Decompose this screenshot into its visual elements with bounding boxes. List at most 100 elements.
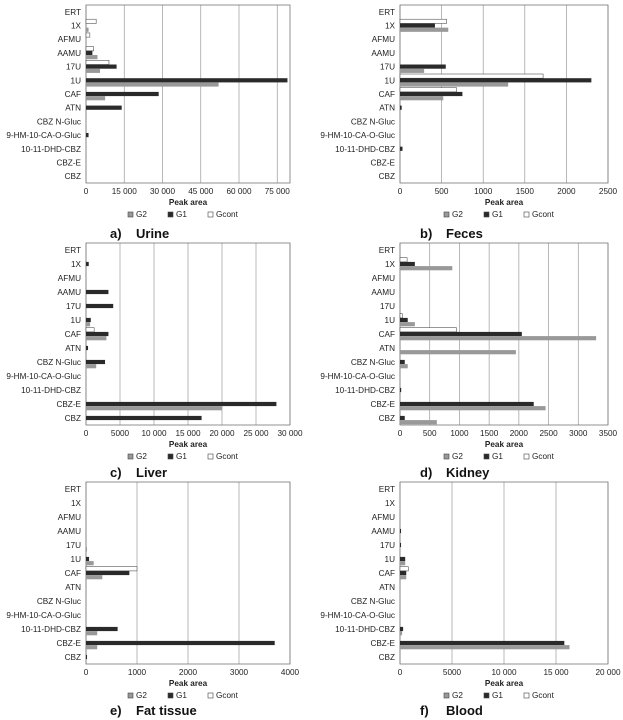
category-label: 17U <box>66 302 81 311</box>
category-label: ERT <box>65 246 81 255</box>
category-label: CAF <box>65 569 81 578</box>
category-label: AAMU <box>371 288 395 297</box>
caption-title: Blood <box>446 703 483 718</box>
category-label: 1U <box>71 76 82 85</box>
category-label: 17U <box>66 541 81 550</box>
caption-title: Feces <box>446 226 483 241</box>
category-label: AAMU <box>57 288 81 297</box>
legend-swatch-g2 <box>443 211 450 218</box>
bar-g1 <box>400 105 402 110</box>
tick-label: 500 <box>423 429 437 438</box>
legend-label-g2: G2 <box>136 691 147 700</box>
caption-title: Fat tissue <box>136 703 197 718</box>
bar-g1 <box>400 317 408 323</box>
bar-g1 <box>86 50 93 56</box>
tick-label: 1000 <box>474 187 493 196</box>
category-label: 1X <box>385 22 396 31</box>
bar-g1 <box>86 359 106 365</box>
category-label: CBZ <box>379 653 395 662</box>
tick-label: 10 000 <box>141 429 166 438</box>
legend-label-gcont: Gcont <box>216 210 239 219</box>
legend-swatch-gcont <box>523 211 530 218</box>
category-label: CBZ N-Gluc <box>37 597 81 606</box>
category-label: CAF <box>65 330 81 339</box>
bar-g1 <box>86 289 109 295</box>
tick-label: 1500 <box>516 187 535 196</box>
legend-swatch-g2 <box>127 211 134 218</box>
tick-label: 30 000 <box>277 429 302 438</box>
category-label: 1U <box>385 76 396 85</box>
bar-g2 <box>86 561 94 566</box>
bar-g2 <box>400 420 437 425</box>
bar-g1 <box>400 542 402 548</box>
tick-label: 25 000 <box>243 429 268 438</box>
legend-label-g1: G1 <box>176 452 187 461</box>
bar-g2 <box>86 547 88 552</box>
bar-g1 <box>400 556 406 562</box>
bar-g2 <box>400 631 403 636</box>
bar-g1 <box>400 78 592 83</box>
bar-g1 <box>86 570 130 576</box>
bar-g1 <box>86 132 89 138</box>
legend-swatch-g1 <box>483 453 490 460</box>
tick-label: 75 000 <box>265 187 290 196</box>
legend-swatch-g1 <box>167 453 174 460</box>
legend-label-g2: G2 <box>452 210 463 219</box>
caption-letter: f) <box>420 703 429 718</box>
bar-g1 <box>86 640 275 646</box>
bar-g2 <box>400 645 570 650</box>
legend-swatch-g2 <box>127 692 134 699</box>
caption-title: Liver <box>136 465 168 480</box>
category-label: 17U <box>380 541 395 550</box>
caption-kidney: d) Kidney <box>420 465 489 480</box>
bar-g1 <box>86 261 89 267</box>
legend-label-gcont: Gcont <box>532 691 555 700</box>
category-label: 10-11-DHD-CBZ <box>21 145 81 154</box>
legend-label-gcont: Gcont <box>532 210 555 219</box>
category-label: ATN <box>379 583 395 592</box>
bar-g2 <box>86 406 222 411</box>
caption-letter: b) <box>420 226 433 241</box>
x-axis-title: Peak area <box>485 440 524 449</box>
tick-label: 2500 <box>539 429 558 438</box>
bar-gcont <box>85 32 91 38</box>
tick-label: 2500 <box>599 187 618 196</box>
bar-gcont <box>399 87 457 93</box>
caption-letter: a) <box>110 226 122 241</box>
bar-g1 <box>86 105 122 110</box>
category-label: 1X <box>385 260 396 269</box>
category-label: 1X <box>71 22 82 31</box>
legend-label-g2: G2 <box>136 452 147 461</box>
bar-g1 <box>86 91 159 97</box>
bar-g2 <box>86 322 91 327</box>
category-label: AFMU <box>372 513 395 522</box>
bar-g2 <box>400 322 415 327</box>
bar-g2 <box>86 27 89 32</box>
bar-g1 <box>400 570 407 576</box>
category-label: 9-HM-10-CA-O-Gluc <box>6 131 81 140</box>
caption-title: Kidney <box>446 465 490 480</box>
bar-g1 <box>400 91 463 97</box>
caption-title: Urine <box>136 226 170 241</box>
category-label: ERT <box>379 246 395 255</box>
category-label: 1X <box>71 260 82 269</box>
bar-g1 <box>86 345 89 351</box>
legend-swatch-gcont <box>207 211 214 218</box>
bar-g2 <box>86 575 103 580</box>
bar-g1 <box>400 401 534 407</box>
bar-g1 <box>400 359 405 365</box>
category-label: CAF <box>379 90 395 99</box>
category-label: AAMU <box>371 527 395 536</box>
legend-label-g1: G1 <box>176 210 187 219</box>
tick-label: 0 <box>84 187 89 196</box>
category-label: ERT <box>65 8 81 17</box>
category-label: ATN <box>65 583 81 592</box>
tick-label: 2000 <box>557 187 576 196</box>
category-label: CBZ <box>379 172 395 181</box>
bar-g2 <box>86 631 98 636</box>
bar-g2 <box>86 55 98 60</box>
x-axis-title: Peak area <box>169 679 208 688</box>
bar-g1 <box>400 387 402 393</box>
